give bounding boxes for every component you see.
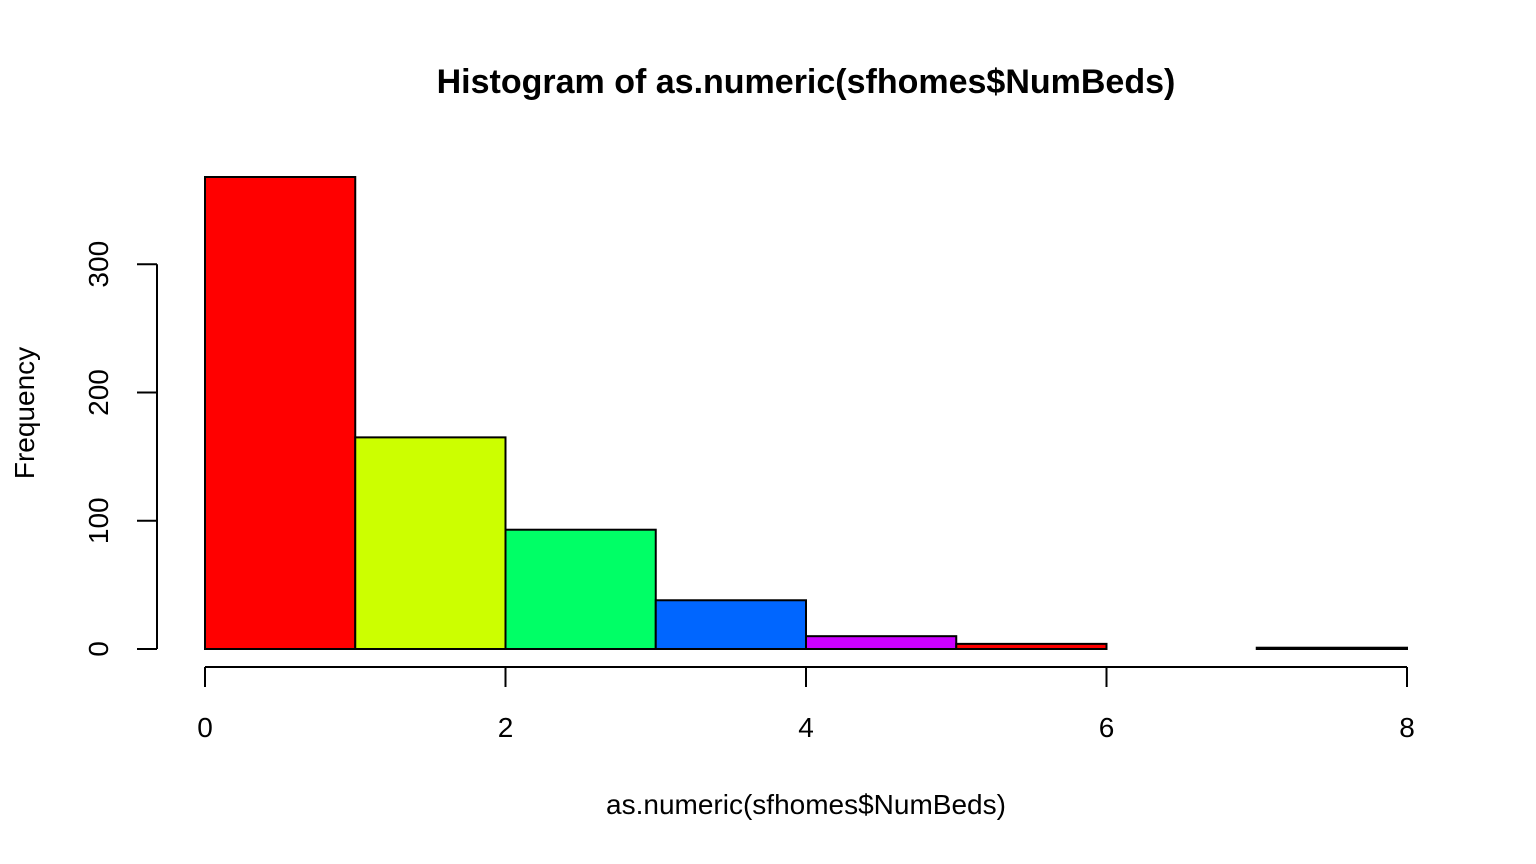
histogram-bar-2 [504,528,657,651]
histogram-bar-0 [204,176,357,650]
x-axis: 0 2 4 6 8 [197,666,1415,743]
y-tick-label-3: 300 [83,241,114,288]
y-axis: 0 100 200 300 [83,241,158,657]
bars-group [204,176,1408,651]
histogram-bar-7 [1255,646,1408,651]
histogram-bar-4 [805,635,958,650]
x-tick-label-1: 2 [498,712,514,743]
x-tick-label-2: 4 [798,712,814,743]
y-tick-label-1: 100 [83,497,114,544]
y-tick-label-2: 200 [83,369,114,416]
histogram-bar-3 [654,599,807,650]
y-axis-label: Frequency [9,347,40,479]
histogram-bar-5 [955,642,1108,651]
y-tick-label-0: 0 [83,641,114,657]
x-axis-label: as.numeric(sfhomes$NumBeds) [606,789,1006,820]
x-tick-label-4: 8 [1399,712,1415,743]
chart-title: Histogram of as.numeric(sfhomes$NumBeds) [437,63,1176,101]
x-tick-label-0: 0 [197,712,213,743]
x-tick-label-3: 6 [1099,712,1115,743]
histogram-bar-1 [354,436,507,650]
